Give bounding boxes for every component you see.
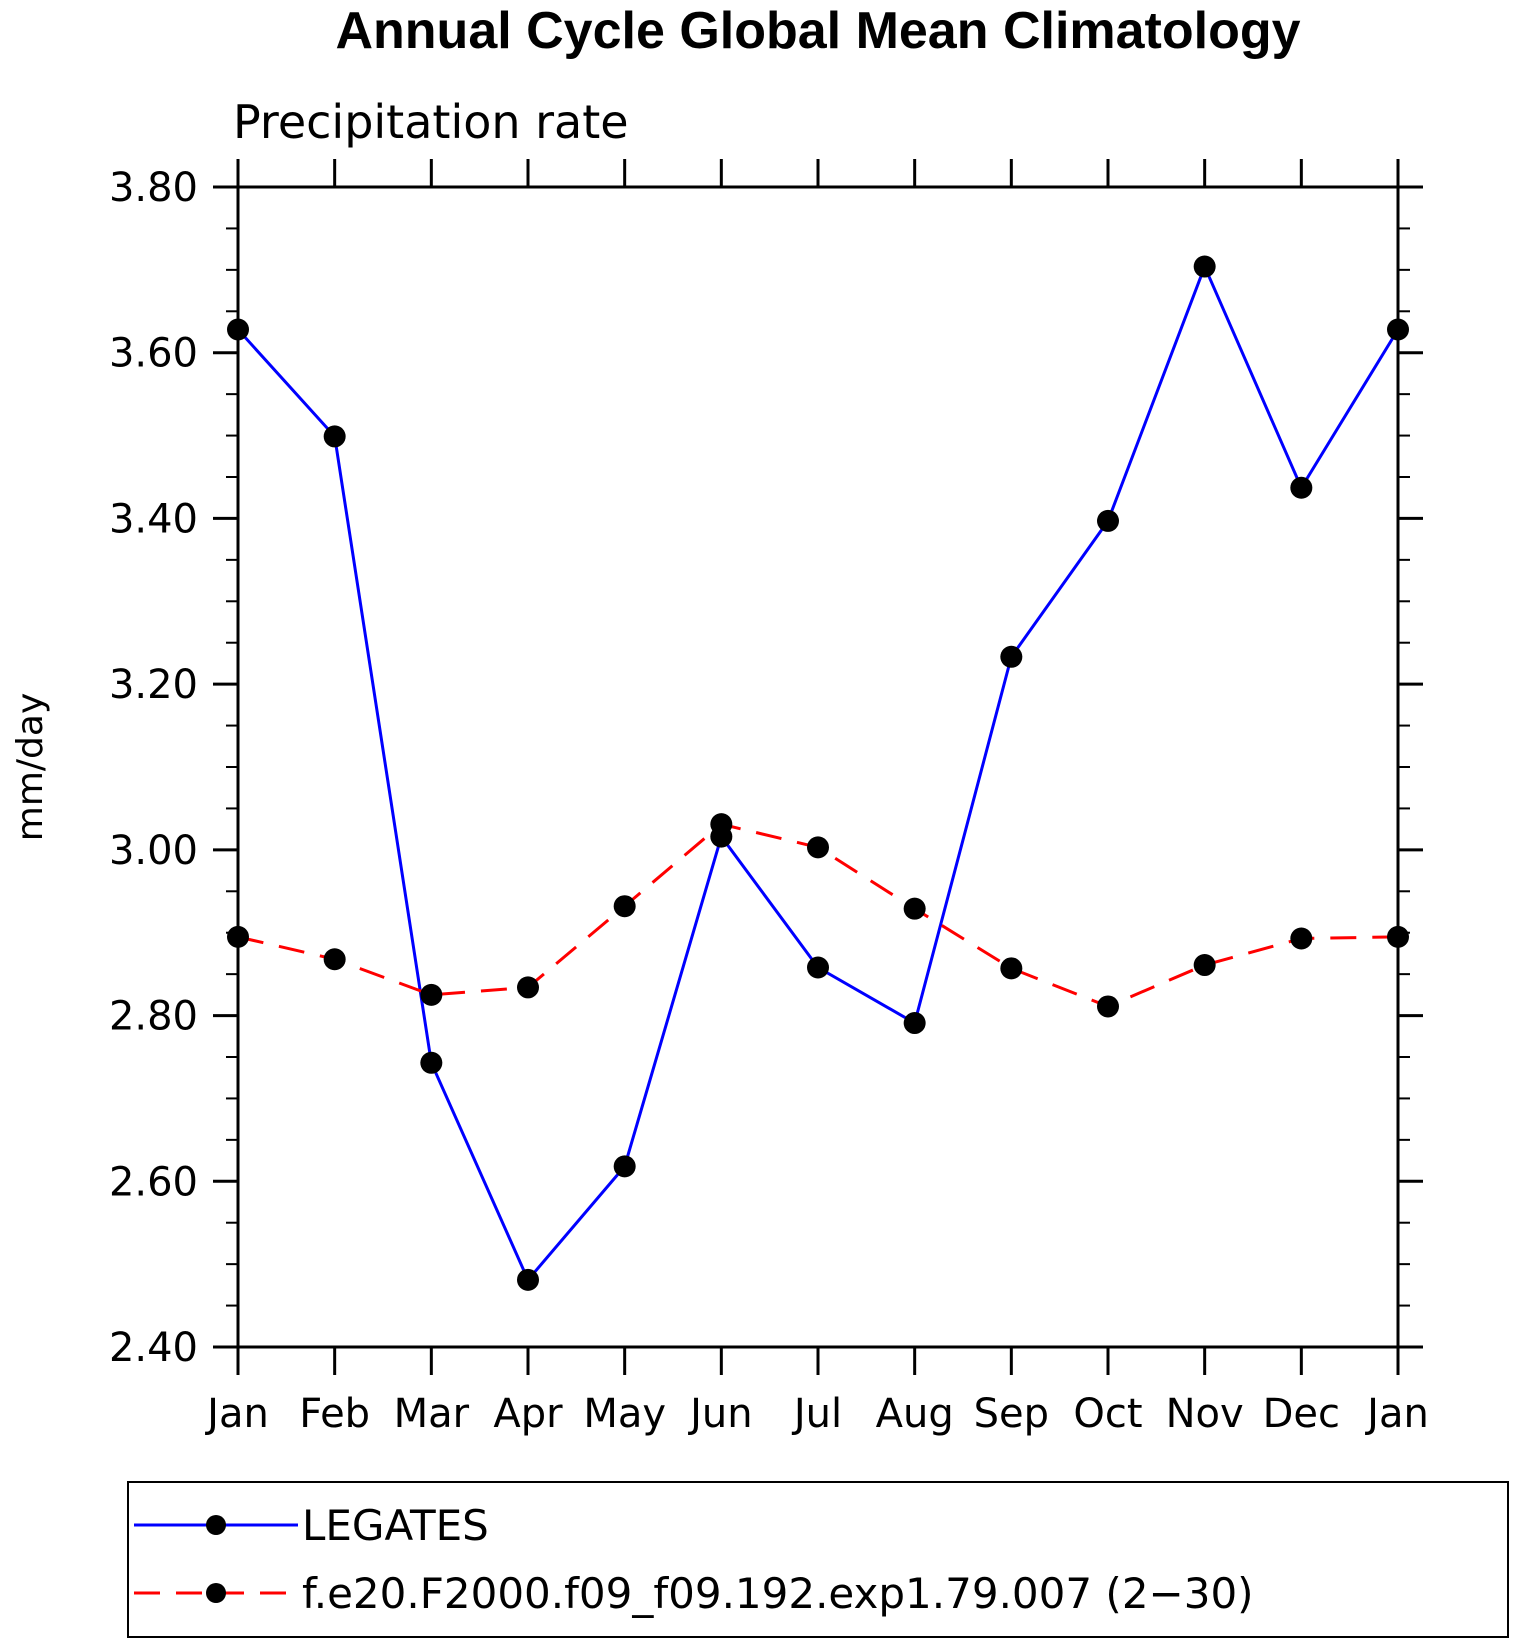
x-tick-label: Nov — [1166, 1391, 1244, 1437]
data-point-legates — [1097, 509, 1119, 532]
legend-item-legates: LEGATES — [134, 1501, 489, 1550]
y-tick-label: 3.40 — [109, 496, 198, 542]
legend-marker-legates — [206, 1515, 226, 1535]
legend-item-model: f.e20.F2000.f09_f09.192.exp1.79.007 (2−3… — [134, 1569, 1254, 1618]
y-tick-label: 2.80 — [109, 994, 198, 1040]
data-point-model — [227, 925, 249, 948]
y-axis-ticks: 2.40 2.60 2.80 3.00 3.20 3.40 3.60 3.80 — [109, 165, 1423, 1371]
x-tick-label: Jan — [1364, 1391, 1429, 1437]
data-point-model — [1290, 927, 1313, 950]
chart-title: Annual Cycle Global Mean Climatology — [335, 2, 1300, 60]
data-point-model — [903, 897, 926, 920]
data-point-legates — [227, 318, 249, 341]
data-point-model — [613, 895, 636, 918]
y-axis-label: mm/day — [10, 693, 51, 841]
y-tick-label: 3.00 — [109, 828, 198, 874]
data-point-model — [807, 836, 829, 859]
data-point-legates — [613, 1155, 636, 1178]
legend-label-legates: LEGATES — [302, 1501, 489, 1550]
data-point-legates — [420, 1051, 443, 1074]
x-axis-ticks: Jan Feb Mar Apr May Jun Jul Aug Sep Oct Nov Dec Jan — [204, 159, 1429, 1437]
x-tick-label: Jul — [791, 1391, 842, 1437]
data-point-model — [1387, 925, 1409, 948]
data-point-legates — [323, 425, 346, 448]
data-point-legates — [1290, 476, 1313, 499]
y-tick-label: 2.60 — [109, 1159, 198, 1205]
data-point-model — [1097, 995, 1119, 1018]
legend-box — [127, 1481, 1509, 1638]
data-point-model — [1000, 957, 1023, 980]
data-point-legates — [517, 1268, 539, 1291]
data-point-legates — [903, 1012, 926, 1035]
data-point-model — [420, 983, 443, 1006]
data-point-legates — [1193, 255, 1216, 278]
y-tick-label: 3.80 — [109, 165, 198, 211]
y-tick-label: 3.20 — [109, 662, 198, 708]
x-tick-label: Dec — [1263, 1391, 1340, 1437]
data-point-model — [710, 813, 733, 836]
data-point-legates — [807, 956, 829, 979]
data-point-model — [1193, 954, 1216, 977]
chart-subtitle: Precipitation rate — [233, 95, 629, 149]
data-point-model — [323, 948, 346, 971]
x-tick-label: Apr — [493, 1391, 563, 1437]
x-tick-label: Jan — [204, 1391, 269, 1437]
x-tick-label: Feb — [299, 1391, 370, 1437]
legend-label-model: f.e20.F2000.f09_f09.192.exp1.79.007 (2−3… — [302, 1569, 1254, 1618]
legend-marker-model — [206, 1583, 226, 1603]
x-tick-label: May — [583, 1391, 666, 1437]
data-point-legates — [1000, 645, 1023, 668]
plot-frame — [236, 185, 1400, 1349]
x-tick-label: Oct — [1073, 1391, 1142, 1437]
x-tick-label: Sep — [974, 1391, 1049, 1437]
x-tick-label: Aug — [876, 1391, 954, 1437]
series-layer — [227, 255, 1409, 1291]
data-point-model — [517, 976, 539, 999]
data-point-legates — [1387, 318, 1409, 341]
x-tick-label: Mar — [394, 1391, 470, 1437]
series-line-legates — [236, 262, 1400, 1283]
y-tick-label: 3.60 — [109, 331, 198, 377]
y-tick-label: 2.40 — [109, 1325, 198, 1371]
x-tick-label: Jun — [687, 1391, 753, 1437]
